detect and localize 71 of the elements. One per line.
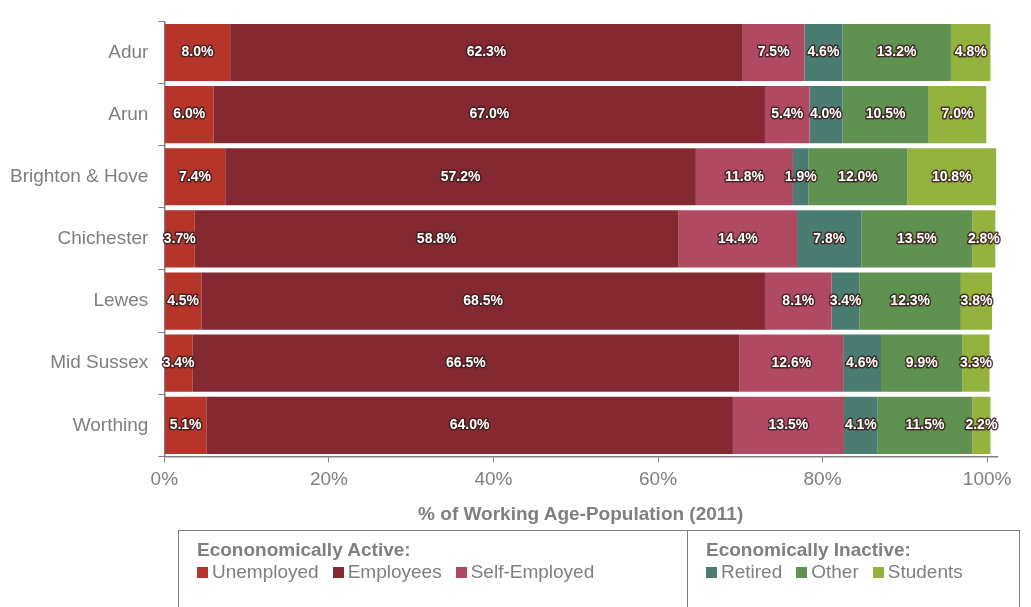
y-tick-label: Worthing bbox=[72, 413, 149, 435]
data-label: 11.5% bbox=[905, 416, 946, 433]
bar bbox=[201, 272, 765, 330]
data-label: 10.5% bbox=[865, 105, 906, 122]
data-label: 67.0% bbox=[469, 105, 510, 122]
data-label: 5.4% bbox=[771, 105, 804, 122]
y-tick-label: Mid Sussex bbox=[50, 351, 149, 373]
bar bbox=[842, 23, 951, 82]
data-label: 1.9% bbox=[784, 167, 818, 184]
data-label: 68.5% bbox=[463, 291, 504, 308]
y-tick-label: Arun bbox=[108, 102, 149, 124]
y-tick-label: Brighton & Hove bbox=[9, 164, 149, 186]
bar bbox=[213, 86, 765, 144]
data-label: 8.1% bbox=[782, 291, 815, 308]
text: Econonomically Active: bbox=[197, 539, 412, 561]
legend-label: Employees bbox=[346, 561, 442, 583]
data-label: 6.0% bbox=[173, 105, 206, 122]
data-label: 11.8% bbox=[724, 167, 765, 184]
bar bbox=[859, 272, 961, 330]
legend-label: Students bbox=[886, 561, 963, 583]
bar bbox=[192, 334, 740, 392]
data-label: 7.0% bbox=[941, 105, 975, 122]
data-label: 66.5% bbox=[446, 354, 487, 371]
data-label: 3.7% bbox=[163, 229, 197, 246]
data-label: 14.4% bbox=[717, 229, 759, 246]
y-tick-label: Adur bbox=[108, 40, 150, 62]
data-label: 7.8% bbox=[813, 229, 846, 246]
data-label: 4.6% bbox=[846, 354, 879, 371]
x-tick-label: 20% bbox=[309, 468, 349, 490]
legend-label: Other bbox=[810, 561, 859, 583]
data-label: 58.8% bbox=[416, 229, 458, 246]
data-label: 5.1% bbox=[169, 416, 203, 433]
data-label: 13.5% bbox=[768, 416, 809, 433]
bar bbox=[230, 23, 743, 82]
x-axis-title: % of Working Age-Population (2011) bbox=[418, 502, 744, 524]
bar bbox=[678, 210, 798, 268]
data-label: 13.5% bbox=[896, 229, 938, 246]
legend-label: Retired bbox=[720, 561, 783, 583]
data-label: 4.0% bbox=[809, 105, 843, 122]
data-label: 9.9% bbox=[905, 354, 939, 371]
data-label: 12.3% bbox=[890, 291, 931, 308]
data-label: 7.5% bbox=[757, 43, 791, 60]
data-label: 12.6% bbox=[771, 354, 812, 371]
data-label: 4.5% bbox=[167, 291, 200, 308]
bar bbox=[225, 148, 696, 206]
bar bbox=[206, 396, 733, 454]
bar bbox=[732, 396, 844, 454]
legend-label: Self-Employed bbox=[469, 561, 595, 583]
data-label: 12.0% bbox=[838, 167, 879, 184]
x-tick-label: 60% bbox=[639, 468, 678, 490]
data-label: 4.1% bbox=[844, 416, 878, 433]
data-label: 10.8% bbox=[931, 167, 973, 184]
data-label: 64.0% bbox=[449, 416, 490, 433]
data-label: 4.6% bbox=[807, 43, 840, 60]
x-tick-label: 100% bbox=[962, 468, 1012, 490]
data-label: 62.3% bbox=[466, 43, 507, 60]
data-label: 13.2% bbox=[876, 43, 918, 60]
bar bbox=[194, 210, 679, 268]
data-label: 4.8% bbox=[954, 43, 988, 60]
bar bbox=[739, 334, 844, 392]
x-tick-label: 40% bbox=[474, 468, 513, 490]
y-tick-label: Chichester bbox=[57, 227, 150, 249]
text: Economically Inactive: bbox=[706, 539, 912, 561]
x-tick-label: 80% bbox=[803, 468, 842, 490]
x-tick-label: 0% bbox=[150, 468, 179, 490]
data-label: 8.0% bbox=[181, 43, 215, 60]
data-label: 7.4% bbox=[179, 167, 212, 184]
data-label: 3.8% bbox=[960, 291, 993, 308]
data-label: 57.2% bbox=[440, 167, 481, 184]
y-tick-label: Lewes bbox=[93, 289, 149, 311]
legend-label: Unemployed bbox=[211, 561, 319, 583]
